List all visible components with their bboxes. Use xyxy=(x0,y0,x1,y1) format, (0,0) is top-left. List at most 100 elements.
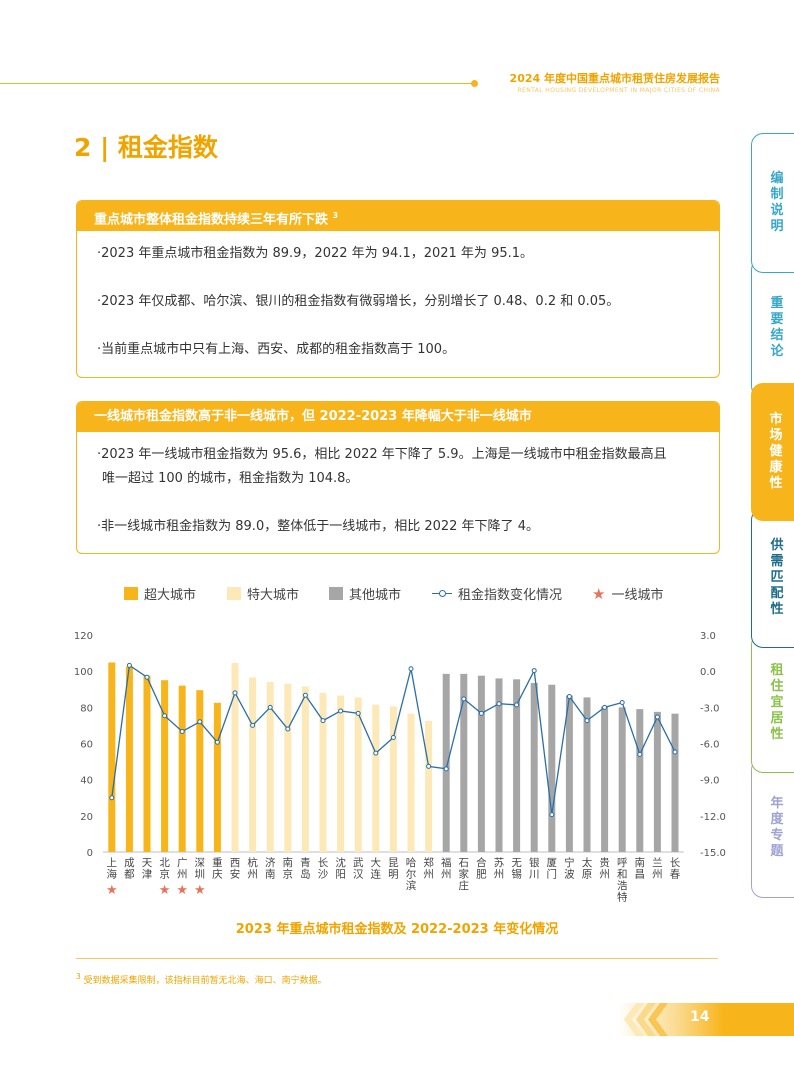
footnote-ref: 3 xyxy=(332,211,339,220)
bar-哈尔滨 xyxy=(407,713,415,852)
change-point-长沙 xyxy=(320,718,326,724)
change-point-成都 xyxy=(126,662,132,668)
y-tick-label-left: 60 xyxy=(80,740,93,751)
x-tick-label: 哈尔滨 xyxy=(406,856,417,892)
x-tick-label: 成都 xyxy=(124,857,135,881)
page-number: 14 xyxy=(690,1009,710,1025)
x-tick-label: 深圳 xyxy=(195,857,206,881)
chevron-decoration-icon xyxy=(624,1003,668,1036)
bar-合肥 xyxy=(477,675,485,852)
x-tick-label: 南昌 xyxy=(635,856,646,881)
change-point-长春 xyxy=(672,749,678,755)
bar-石家庄 xyxy=(460,673,468,852)
summary-box-1-heading: 重点城市整体租金指数持续三年有所下跌 3 xyxy=(77,201,719,231)
tier1-star-icon: ★ xyxy=(106,883,118,898)
bullet-text: ·2023 年重点城市租金指数为 89.9，2022 年为 94.1，2021 … xyxy=(97,246,534,261)
change-point-沈阳 xyxy=(338,708,344,714)
y-tick-label-right: -9.0 xyxy=(700,776,720,787)
y-tick-label-right: -12.0 xyxy=(700,812,726,823)
footnote-mark: 3 xyxy=(76,972,81,981)
bar-广州 xyxy=(178,685,186,852)
bar-杭州 xyxy=(249,677,257,852)
x-tick-label: 上海 xyxy=(107,857,118,881)
x-tick-label: 长春 xyxy=(670,857,681,881)
x-tick-label: 呼和浩特 xyxy=(617,857,628,904)
change-point-重庆 xyxy=(214,739,220,745)
x-tick-label: 无锡 xyxy=(511,857,522,881)
side-tab[interactable]: 租住宜居性 xyxy=(751,633,794,773)
x-tick-label: 大连 xyxy=(371,856,382,881)
bar-兰州 xyxy=(653,711,661,852)
footnote-text: 受到数据采集限制，该指标目前暂无北海、海口、南宁数据。 xyxy=(80,976,327,986)
report-subtitle: RENTAL HOUSING DEVELOPMENT IN MAJOR CITI… xyxy=(517,87,720,94)
change-point-银川 xyxy=(531,668,537,674)
rent-index-chart: 0 20 40 60 80 100 120 -15.0 -12.0 -9.0 -6.0 -3.0 0.0… xyxy=(74,631,726,904)
x-tick-label: 银川 xyxy=(529,856,540,881)
y-tick-label-right: 3.0 xyxy=(700,631,716,642)
tier1-star-icon: ★ xyxy=(194,883,206,898)
x-tick-label: 重庆 xyxy=(212,856,223,881)
change-point-石家庄 xyxy=(461,696,467,702)
bar-青岛 xyxy=(301,686,309,852)
star-icon: ★ xyxy=(592,584,606,603)
x-tick-label: 宁波 xyxy=(564,856,575,881)
x-tick-label: 合肥 xyxy=(476,856,487,881)
change-point-武汉 xyxy=(355,710,361,716)
side-tab-label: 年度专题 xyxy=(770,796,784,859)
change-point-北京 xyxy=(162,713,168,719)
side-tab[interactable]: 重要结论 xyxy=(751,258,794,398)
x-tick-label: 北京 xyxy=(159,857,170,881)
side-tab-label: 编制说明 xyxy=(770,171,784,234)
legend-label: 一线城市 xyxy=(611,588,664,603)
side-tab[interactable]: 年度专题 xyxy=(751,758,794,898)
bar-西安 xyxy=(231,663,239,852)
x-tick-label: 昆明 xyxy=(388,857,399,881)
bar-重庆 xyxy=(213,702,221,852)
x-tick-label: 郑州 xyxy=(423,856,434,881)
bullet-text: ·非一线城市租金指数为 89.0，整体低于一线城市，相比 2022 年下降了 4… xyxy=(97,519,539,534)
change-point-贵州 xyxy=(602,704,608,710)
side-tab-label: 租住宜居性 xyxy=(770,663,784,742)
side-tab-label: 重要结论 xyxy=(770,296,784,359)
change-point-青岛 xyxy=(302,692,308,698)
legend-line-icon xyxy=(432,590,452,596)
y-tick-label-left: 100 xyxy=(74,667,93,678)
change-point-广州 xyxy=(179,728,185,734)
y-tick-label-left: 120 xyxy=(74,631,93,642)
y-tick-label-left: 20 xyxy=(80,812,93,823)
x-tick-label: 苏州 xyxy=(494,856,505,881)
change-point-呼和浩特 xyxy=(619,700,625,706)
legend-item-mega: 特大城市 xyxy=(227,584,299,603)
x-tick-label: 石家庄 xyxy=(459,857,470,892)
bar-银川 xyxy=(530,682,538,852)
change-point-上海 xyxy=(109,795,115,801)
legend-swatch-mega xyxy=(227,587,241,600)
side-tab[interactable]: 供需匹配性 xyxy=(751,508,794,648)
y-tick-label-right: -15.0 xyxy=(700,848,726,859)
change-point-西安 xyxy=(232,690,238,696)
change-point-深圳 xyxy=(197,719,203,725)
bar-贵州 xyxy=(601,706,609,852)
change-point-杭州 xyxy=(250,722,256,728)
bar-武汉 xyxy=(354,697,362,852)
header-rule-dot xyxy=(471,80,478,87)
change-point-济南 xyxy=(267,704,273,710)
bar-厦门 xyxy=(548,684,556,852)
legend-swatch-super xyxy=(124,587,138,600)
legend-label: 特大城市 xyxy=(247,588,300,603)
x-tick-label: 厦门 xyxy=(547,857,558,881)
bar-无锡 xyxy=(513,679,521,852)
x-tick-label: 西安 xyxy=(230,857,241,881)
footnote: 3 受到数据采集限制，该指标目前暂无北海、海口、南宁数据。 xyxy=(76,972,327,986)
bullet-text: 唯一超过 100 的城市，租金指数为 104.8。 xyxy=(102,471,359,486)
bar-长春 xyxy=(671,713,679,852)
side-tab[interactable]: 市场健康性 xyxy=(751,383,794,521)
bar-长沙 xyxy=(319,692,327,852)
side-tab[interactable]: 编制说明 xyxy=(751,133,794,273)
change-point-福州 xyxy=(443,766,449,772)
x-tick-label: 沈阳 xyxy=(335,856,346,881)
bar-北京 xyxy=(161,680,169,852)
chart-caption: 2023 年重点城市租金指数及 2022-2023 年变化情况 xyxy=(235,922,559,937)
bar-苏州 xyxy=(495,678,503,852)
bullet-text: ·当前重点城市中只有上海、西安、成都的租金指数高于 100。 xyxy=(97,342,456,357)
